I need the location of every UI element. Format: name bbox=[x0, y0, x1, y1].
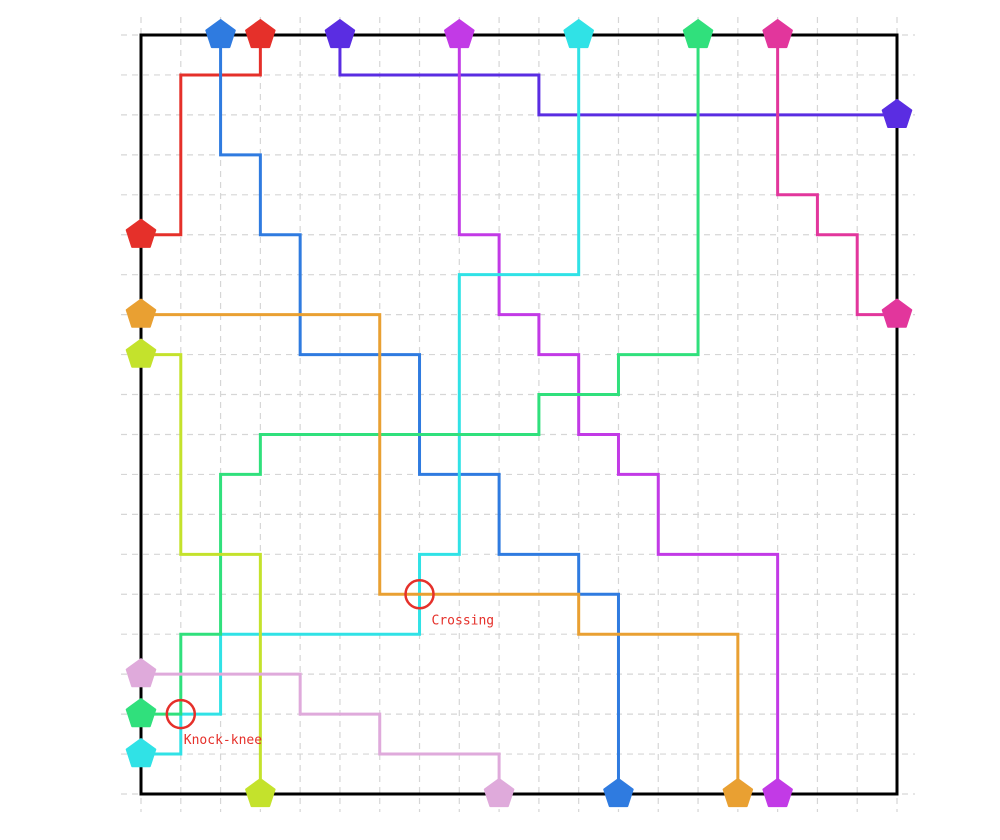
crossing-label: Crossing bbox=[432, 613, 495, 628]
knock-knee-label: Knock-knee bbox=[184, 733, 262, 748]
net-indigo-pin-icon bbox=[881, 98, 913, 128]
board-border bbox=[139, 33, 899, 796]
net-red-pin-icon bbox=[245, 19, 276, 49]
net-red-pin-icon bbox=[125, 218, 157, 248]
net-green-pin-icon bbox=[682, 19, 714, 49]
grid-lines bbox=[121, 17, 915, 812]
net-light-pink-pin-icon bbox=[483, 778, 515, 808]
net-cyan-pin-icon bbox=[563, 19, 594, 49]
net-pink-wire bbox=[776, 35, 897, 317]
net-light-pink-wire bbox=[141, 672, 501, 794]
net-green-pin-icon bbox=[125, 698, 157, 728]
net-blue-wire bbox=[219, 35, 620, 794]
net-red-wire bbox=[141, 35, 262, 237]
net-light-pink-pin-icon bbox=[125, 658, 157, 688]
net-violet-pin-icon bbox=[762, 778, 793, 808]
net-pink-pin-icon bbox=[762, 19, 793, 49]
net-lime-wire bbox=[141, 353, 262, 794]
net-cyan-pin-icon bbox=[125, 738, 157, 768]
net-orange-pin-icon bbox=[722, 778, 754, 808]
net-green-wire bbox=[141, 35, 700, 716]
pins bbox=[125, 19, 913, 808]
net-pink-pin-icon bbox=[881, 298, 913, 328]
net-lime-pin-icon bbox=[125, 338, 157, 368]
net-indigo-pin-icon bbox=[324, 19, 356, 49]
net-orange-wire bbox=[141, 313, 740, 794]
net-cyan-wire bbox=[141, 35, 581, 756]
nets bbox=[141, 35, 897, 794]
net-violet-pin-icon bbox=[444, 19, 475, 49]
crossing-marker-icon bbox=[404, 579, 435, 610]
annotations: Crossing Knock-knee bbox=[165, 579, 495, 748]
net-blue-pin-icon bbox=[205, 19, 236, 49]
net-orange-pin-icon bbox=[125, 298, 157, 328]
net-indigo-wire bbox=[338, 35, 897, 117]
net-lime-pin-icon bbox=[245, 778, 276, 808]
knock-knee-marker-icon bbox=[165, 698, 197, 730]
net-blue-pin-icon bbox=[603, 778, 634, 808]
